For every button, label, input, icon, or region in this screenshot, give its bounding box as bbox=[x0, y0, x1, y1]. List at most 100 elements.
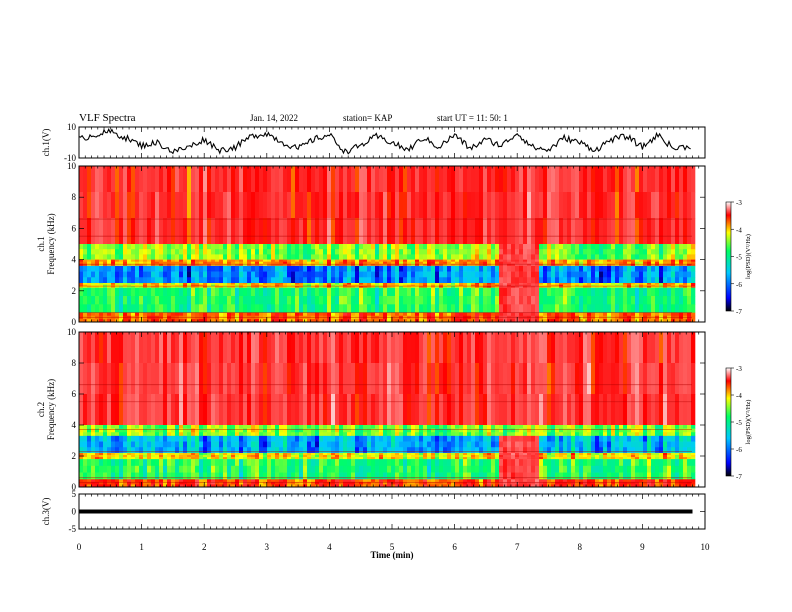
heat-cell bbox=[359, 261, 364, 265]
heat-cell bbox=[415, 261, 420, 265]
heat-cell bbox=[147, 428, 152, 433]
heat-cell bbox=[523, 283, 528, 285]
heat-cell bbox=[439, 452, 444, 456]
heat-cell bbox=[591, 265, 596, 272]
heat-cell bbox=[79, 218, 84, 245]
heat-cell bbox=[671, 304, 676, 313]
heat-cell bbox=[243, 265, 248, 272]
heat-cell bbox=[155, 363, 160, 395]
heat-cell bbox=[359, 218, 364, 245]
heat-cell bbox=[355, 447, 360, 454]
heat-cell bbox=[691, 254, 696, 260]
heat-cell bbox=[187, 296, 192, 305]
heat-cell bbox=[323, 277, 328, 284]
heat-cell bbox=[263, 254, 268, 260]
heat-cell bbox=[463, 312, 468, 317]
heat-cell bbox=[343, 254, 348, 260]
heat-cell bbox=[679, 249, 684, 255]
heat-cell bbox=[231, 312, 236, 317]
heat-cell bbox=[119, 271, 124, 278]
heat-cell bbox=[243, 283, 248, 285]
heat-cell bbox=[315, 287, 320, 297]
heat-cell bbox=[495, 304, 500, 313]
heat-cell bbox=[415, 166, 420, 193]
heat-cell bbox=[395, 452, 400, 456]
heat-cell bbox=[107, 425, 112, 429]
heat-cell bbox=[547, 283, 552, 285]
heat-cell bbox=[91, 249, 96, 255]
heat-cell bbox=[527, 263, 532, 267]
heat-cell bbox=[667, 218, 672, 245]
heat-cell bbox=[439, 284, 444, 287]
heat-cell bbox=[119, 284, 124, 287]
heat-cell bbox=[159, 304, 164, 313]
heat-cell bbox=[395, 261, 400, 265]
heat-cell bbox=[131, 192, 136, 219]
heat-cell bbox=[155, 277, 160, 284]
heat-cell bbox=[391, 263, 396, 267]
heat-cell bbox=[507, 283, 512, 285]
heat-cell bbox=[463, 447, 468, 454]
heat-cell bbox=[131, 432, 136, 437]
heat-cell bbox=[83, 283, 88, 285]
heat-cell bbox=[359, 454, 364, 458]
heat-cell bbox=[299, 286, 304, 288]
heat-cell bbox=[511, 192, 516, 219]
heat-cell bbox=[123, 284, 128, 287]
heat-cell bbox=[203, 454, 208, 458]
heat-cell bbox=[427, 484, 432, 488]
heat-cell bbox=[123, 465, 128, 473]
heat-cell bbox=[687, 263, 692, 267]
heat-cell bbox=[391, 259, 396, 262]
heat-cell bbox=[311, 286, 316, 288]
heat-cell bbox=[367, 244, 372, 250]
heat-cell bbox=[143, 465, 148, 473]
heat-cell bbox=[259, 261, 264, 265]
heat-cell bbox=[583, 271, 588, 278]
heat-cell bbox=[99, 432, 104, 437]
heat-cell bbox=[459, 283, 464, 285]
heat-cell bbox=[203, 472, 208, 480]
heat-cell bbox=[151, 304, 156, 313]
heat-cell bbox=[123, 277, 128, 284]
heat-cell bbox=[87, 271, 92, 278]
heat-cell bbox=[171, 263, 176, 267]
heat-cell bbox=[215, 428, 220, 433]
heat-cell bbox=[343, 284, 348, 287]
heat-cell bbox=[483, 192, 488, 219]
heat-cell bbox=[655, 296, 660, 305]
heat-cell bbox=[463, 259, 468, 262]
heat-cell bbox=[447, 454, 452, 458]
heat-cell bbox=[347, 457, 352, 460]
heat-cell bbox=[171, 479, 176, 483]
heat-cell bbox=[535, 218, 540, 245]
heat-cell bbox=[563, 286, 568, 288]
heat-cell bbox=[367, 166, 372, 193]
heat-cell bbox=[227, 454, 232, 458]
heat-cell bbox=[423, 218, 428, 245]
heat-cell bbox=[455, 481, 460, 485]
heat-cell bbox=[311, 284, 316, 287]
heat-cell bbox=[227, 332, 232, 364]
heat-cell bbox=[607, 304, 612, 313]
heat-cell bbox=[267, 271, 272, 278]
heat-cell bbox=[251, 479, 256, 483]
heat-cell bbox=[167, 166, 172, 193]
heat-cell bbox=[127, 425, 132, 429]
heat-cell bbox=[555, 259, 560, 262]
heat-cell bbox=[611, 249, 616, 255]
heat-cell bbox=[191, 265, 196, 272]
heat-cell bbox=[339, 454, 344, 458]
heat-cell bbox=[255, 304, 260, 313]
heat-cell bbox=[359, 479, 364, 483]
heat-cell bbox=[211, 287, 216, 297]
heat-cell bbox=[355, 286, 360, 288]
heat-cell bbox=[371, 259, 376, 262]
heat-cell bbox=[307, 192, 312, 219]
heat-cell bbox=[679, 287, 684, 297]
heat-cell bbox=[107, 394, 112, 426]
heat-cell bbox=[135, 435, 140, 442]
heat-cell bbox=[215, 286, 220, 288]
heat-cell bbox=[367, 263, 372, 267]
heat-cell bbox=[175, 261, 180, 265]
